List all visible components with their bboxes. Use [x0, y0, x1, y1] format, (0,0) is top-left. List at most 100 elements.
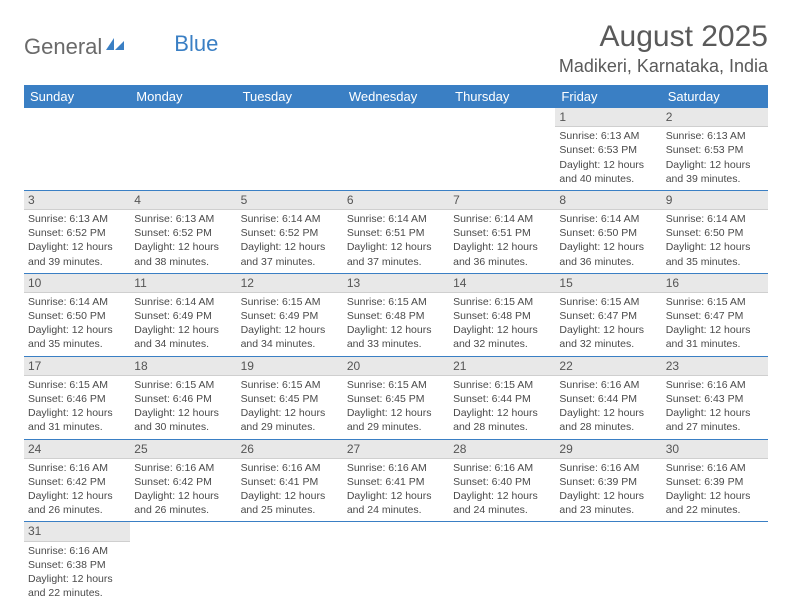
day-content: Sunrise: 6:16 AMSunset: 6:42 PMDaylight:…: [28, 461, 126, 518]
day-number: 27: [343, 440, 449, 459]
day-content: Sunrise: 6:15 AMSunset: 6:48 PMDaylight:…: [453, 295, 551, 352]
day-content: Sunrise: 6:15 AMSunset: 6:47 PMDaylight:…: [559, 295, 657, 352]
day-number: 16: [662, 274, 768, 293]
calendar-table: SundayMondayTuesdayWednesdayThursdayFrid…: [24, 85, 768, 604]
calendar-cell: 30Sunrise: 6:16 AMSunset: 6:39 PMDayligh…: [662, 439, 768, 522]
day-content: Sunrise: 6:16 AMSunset: 6:42 PMDaylight:…: [134, 461, 232, 518]
calendar-cell: 21 Sunrise: 6:15 AMSunset: 6:44 PMDayligh…: [449, 356, 555, 439]
day-number: 29: [555, 440, 661, 459]
calendar-cell: 6 Sunrise: 6:14 AMSunset: 6:51 PMDaylight…: [343, 190, 449, 273]
calendar-row: 10Sunrise: 6:14 AMSunset: 6:50 PMDayligh…: [24, 273, 768, 356]
calendar-cell-empty: [237, 522, 343, 604]
weekday-header: Saturday: [662, 85, 768, 108]
calendar-cell: 27 Sunrise: 6:16 AMSunset: 6:41 PMDayligh…: [343, 439, 449, 522]
day-content: Sunrise: 6:14 AMSunset: 6:51 PMDaylight:…: [347, 212, 445, 269]
calendar-cell-empty: [130, 522, 236, 604]
calendar-cell: 2 Sunrise: 6:13 AMSunset: 6:53 PMDaylight…: [662, 108, 768, 190]
day-content: Sunrise: 6:16 AMSunset: 6:41 PMDaylight:…: [347, 461, 445, 518]
calendar-row: 1Sunrise: 6:13 AMSunset: 6:53 PMDaylight…: [24, 108, 768, 190]
weekday-header: Wednesday: [343, 85, 449, 108]
day-number: 31: [24, 522, 130, 541]
day-number: 3: [24, 191, 130, 210]
calendar-cell: 22 Sunrise: 6:16 AMSunset: 6:44 PMDayligh…: [555, 356, 661, 439]
month-title: August 2025: [559, 20, 768, 54]
calendar-cell: 8 Sunrise: 6:14 AMSunset: 6:50 PMDaylight…: [555, 190, 661, 273]
day-content: Sunrise: 6:14 AMSunset: 6:52 PMDaylight:…: [241, 212, 339, 269]
calendar-row: 3Sunrise: 6:13 AMSunset: 6:52 PMDaylight…: [24, 190, 768, 273]
day-content: Sunrise: 6:15 AMSunset: 6:48 PMDaylight:…: [347, 295, 445, 352]
day-content: Sunrise: 6:14 AMSunset: 6:49 PMDaylight:…: [134, 295, 232, 352]
calendar-cell: 17Sunrise: 6:15 AMSunset: 6:46 PMDayligh…: [24, 356, 130, 439]
day-number: 15: [555, 274, 661, 293]
calendar-cell: 7 Sunrise: 6:14 AMSunset: 6:51 PMDaylight…: [449, 190, 555, 273]
day-number: 6: [343, 191, 449, 210]
calendar-cell: 16Sunrise: 6:15 AMSunset: 6:47 PMDayligh…: [662, 273, 768, 356]
calendar-cell: 28 Sunrise: 6:16 AMSunset: 6:40 PMDayligh…: [449, 439, 555, 522]
day-number: 8: [555, 191, 661, 210]
day-content: Sunrise: 6:15 AMSunset: 6:44 PMDaylight:…: [453, 378, 551, 435]
weekday-header: Sunday: [24, 85, 130, 108]
logo: General Blue: [24, 32, 218, 62]
day-number: 11: [130, 274, 236, 293]
weekday-header: Friday: [555, 85, 661, 108]
location: Madikeri, Karnataka, India: [559, 56, 768, 77]
day-content: Sunrise: 6:16 AMSunset: 6:39 PMDaylight:…: [666, 461, 764, 518]
day-number: 2: [662, 108, 768, 127]
header: General Blue August 2025 Madikeri, Karna…: [24, 20, 768, 77]
calendar-cell: 20Sunrise: 6:15 AMSunset: 6:45 PMDayligh…: [343, 356, 449, 439]
calendar-cell: 4Sunrise: 6:13 AMSunset: 6:52 PMDaylight…: [130, 190, 236, 273]
calendar-row: 24Sunrise: 6:16 AMSunset: 6:42 PMDayligh…: [24, 439, 768, 522]
day-number: 24: [24, 440, 130, 459]
calendar-cell: 18 Sunrise: 6:15 AMSunset: 6:46 PMDayligh…: [130, 356, 236, 439]
day-content: Sunrise: 6:16 AMSunset: 6:43 PMDaylight:…: [666, 378, 764, 435]
calendar-cell: 1Sunrise: 6:13 AMSunset: 6:53 PMDaylight…: [555, 108, 661, 190]
day-content: Sunrise: 6:16 AMSunset: 6:40 PMDaylight:…: [453, 461, 551, 518]
calendar-cell: 13 Sunrise: 6:15 AMSunset: 6:48 PMDayligh…: [343, 273, 449, 356]
calendar-row: 17Sunrise: 6:15 AMSunset: 6:46 PMDayligh…: [24, 356, 768, 439]
day-content: Sunrise: 6:14 AMSunset: 6:51 PMDaylight:…: [453, 212, 551, 269]
day-number: 14: [449, 274, 555, 293]
day-number: 21: [449, 357, 555, 376]
day-number: 13: [343, 274, 449, 293]
day-number: 28: [449, 440, 555, 459]
day-content: Sunrise: 6:16 AMSunset: 6:44 PMDaylight:…: [559, 378, 657, 435]
calendar-cell: 14 Sunrise: 6:15 AMSunset: 6:48 PMDayligh…: [449, 273, 555, 356]
calendar-cell: 15 Sunrise: 6:15 AMSunset: 6:47 PMDayligh…: [555, 273, 661, 356]
day-number: 18: [130, 357, 236, 376]
calendar-cell: 5 Sunrise: 6:14 AMSunset: 6:52 PMDaylight…: [237, 190, 343, 273]
day-content: Sunrise: 6:16 AMSunset: 6:38 PMDaylight:…: [28, 544, 126, 601]
calendar-cell: 31 Sunrise: 6:16 AMSunset: 6:38 PMDayligh…: [24, 522, 130, 604]
day-content: Sunrise: 6:15 AMSunset: 6:49 PMDaylight:…: [241, 295, 339, 352]
day-number: 22: [555, 357, 661, 376]
calendar-cell-empty: [24, 108, 130, 190]
calendar-cell: 19 Sunrise: 6:15 AMSunset: 6:45 PMDayligh…: [237, 356, 343, 439]
weekday-header: Tuesday: [237, 85, 343, 108]
day-content: Sunrise: 6:13 AMSunset: 6:53 PMDaylight:…: [666, 129, 764, 186]
day-number: 19: [237, 357, 343, 376]
logo-sail-icon: [104, 32, 126, 58]
day-content: Sunrise: 6:15 AMSunset: 6:45 PMDaylight:…: [241, 378, 339, 435]
day-number: 12: [237, 274, 343, 293]
calendar-cell: 25Sunrise: 6:16 AMSunset: 6:42 PMDayligh…: [130, 439, 236, 522]
calendar-cell: 29Sunrise: 6:16 AMSunset: 6:39 PMDayligh…: [555, 439, 661, 522]
calendar-cell-empty: [449, 108, 555, 190]
day-number: 5: [237, 191, 343, 210]
calendar-cell: 12 Sunrise: 6:15 AMSunset: 6:49 PMDayligh…: [237, 273, 343, 356]
calendar-cell: 24 Sunrise: 6:16 AMSunset: 6:42 PMDayligh…: [24, 439, 130, 522]
calendar-cell-empty: [130, 108, 236, 190]
weekday-header-row: SundayMondayTuesdayWednesdayThursdayFrid…: [24, 85, 768, 108]
day-number: 9: [662, 191, 768, 210]
day-content: Sunrise: 6:14 AMSunset: 6:50 PMDaylight:…: [559, 212, 657, 269]
calendar-cell-empty: [237, 108, 343, 190]
day-content: Sunrise: 6:15 AMSunset: 6:46 PMDaylight:…: [134, 378, 232, 435]
calendar-cell-empty: [662, 522, 768, 604]
calendar-cell-empty: [555, 522, 661, 604]
day-number: 23: [662, 357, 768, 376]
day-number: 17: [24, 357, 130, 376]
day-number: 7: [449, 191, 555, 210]
day-number: 4: [130, 191, 236, 210]
day-number: 10: [24, 274, 130, 293]
day-content: Sunrise: 6:13 AMSunset: 6:53 PMDaylight:…: [559, 129, 657, 186]
calendar-cell: 26Sunrise: 6:16 AMSunset: 6:41 PMDayligh…: [237, 439, 343, 522]
weekday-header: Monday: [130, 85, 236, 108]
